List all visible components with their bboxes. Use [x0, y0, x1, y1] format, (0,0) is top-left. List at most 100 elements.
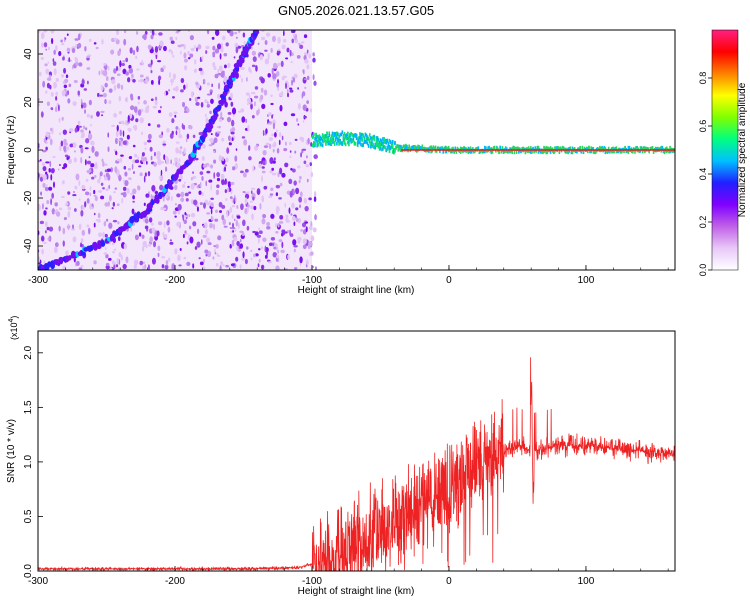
signal-line-mark	[389, 146, 392, 151]
signal-line-mark	[558, 147, 561, 151]
signal-line-mark	[606, 150, 609, 154]
noise-speckle	[258, 230, 263, 235]
noise-speckle	[272, 242, 275, 247]
chart-title: GN05.2026.021.13.57.G05	[278, 3, 434, 18]
noise-speckle	[95, 218, 99, 222]
noise-speckle	[48, 168, 51, 173]
noise-speckle	[257, 42, 260, 45]
noise-speckle	[204, 249, 209, 254]
noise-speckle	[124, 171, 128, 177]
noise-speckle	[203, 202, 206, 209]
noise-speckle	[167, 226, 171, 233]
track-mark	[58, 256, 64, 262]
noise-speckle	[207, 242, 212, 246]
noise-speckle	[129, 47, 133, 54]
noise-speckle	[216, 131, 221, 134]
noise-speckle	[139, 78, 144, 83]
signal-line-mark	[432, 145, 435, 149]
noise-speckle	[40, 57, 44, 61]
signal-line-mark	[569, 146, 572, 151]
signal-line-mark	[313, 144, 315, 148]
signal-line-mark	[565, 150, 567, 154]
noise-speckle	[217, 235, 222, 241]
noise-speckle	[105, 253, 109, 259]
noise-speckle	[216, 93, 221, 100]
noise-speckle	[186, 241, 189, 245]
noise-speckle	[143, 141, 148, 146]
noise-speckle	[109, 195, 112, 202]
noise-speckle	[98, 232, 103, 238]
noise-speckle	[63, 84, 68, 89]
noise-speckle	[133, 124, 138, 131]
noise-speckle	[117, 267, 120, 270]
noise-speckle	[220, 173, 225, 180]
signal-line-mark	[581, 145, 584, 150]
signal-line-mark	[608, 149, 611, 153]
colorbar-tick-label: 0.6	[698, 120, 708, 133]
noise-speckle	[206, 212, 211, 215]
noise-speckle	[78, 120, 81, 126]
noise-speckle	[295, 207, 299, 211]
signal-line-mark	[536, 146, 539, 150]
noise-speckle	[46, 226, 50, 231]
noise-speckle	[243, 40, 246, 45]
noise-speckle	[98, 189, 103, 193]
signal-line-mark	[615, 146, 618, 151]
noise-speckle	[48, 74, 52, 78]
noise-speckle	[72, 236, 77, 243]
signal-line-mark	[361, 143, 363, 148]
signal-line-mark	[430, 145, 432, 149]
signal-line-mark	[492, 147, 495, 151]
noise-speckle	[175, 36, 178, 41]
noise-speckle	[160, 169, 163, 176]
noise-speckle	[306, 49, 309, 54]
signal-line-mark	[356, 137, 359, 142]
noise-speckle	[177, 203, 182, 211]
noise-speckle	[172, 162, 175, 166]
noise-speckle	[67, 191, 71, 195]
noise-speckle	[178, 149, 182, 155]
signal-line-mark	[329, 139, 332, 143]
noise-speckle	[178, 158, 181, 163]
signal-line-mark	[491, 149, 494, 154]
noise-speckle	[132, 159, 137, 164]
noise-speckle	[74, 127, 78, 133]
signal-line-mark	[364, 140, 367, 144]
signal-line-mark	[669, 145, 671, 150]
noise-speckle	[78, 267, 83, 270]
noise-speckle	[201, 176, 204, 181]
y-tick-label: 20	[23, 96, 34, 108]
signal-line-mark	[531, 150, 533, 154]
signal-line-mark	[453, 149, 455, 153]
noise-speckle	[247, 124, 250, 132]
noise-speckle	[222, 218, 227, 226]
noise-speckle	[61, 74, 65, 78]
signal-line-mark	[401, 146, 404, 151]
noise-speckle	[296, 55, 301, 59]
noise-speckle	[206, 30, 210, 35]
noise-speckle	[176, 193, 181, 198]
signal-line-mark	[580, 149, 583, 154]
noise-speckle	[122, 263, 127, 270]
x-tick-label: -200	[165, 275, 185, 286]
noise-speckle	[245, 77, 248, 82]
signal-line-mark	[365, 133, 368, 138]
noise-speckle	[171, 50, 174, 56]
noise-speckle	[291, 38, 294, 44]
signal-line-mark	[554, 149, 556, 153]
noise-speckle	[180, 77, 185, 84]
signal-line-mark	[358, 140, 360, 145]
noise-speckle	[70, 228, 76, 231]
noise-speckle	[278, 220, 284, 224]
noise-speckle	[206, 93, 212, 96]
noise-speckle	[205, 180, 208, 187]
noise-speckle	[189, 98, 192, 101]
bottom-x-axis: -300 -200 -100 0 100	[28, 566, 669, 587]
noise-speckle	[44, 230, 47, 234]
noise-speckle	[72, 101, 77, 107]
noise-speckle	[241, 116, 246, 123]
noise-speckle	[82, 125, 86, 130]
noise-speckle	[101, 39, 104, 45]
noise-speckle	[50, 30, 55, 34]
signal-line-mark	[399, 148, 402, 153]
